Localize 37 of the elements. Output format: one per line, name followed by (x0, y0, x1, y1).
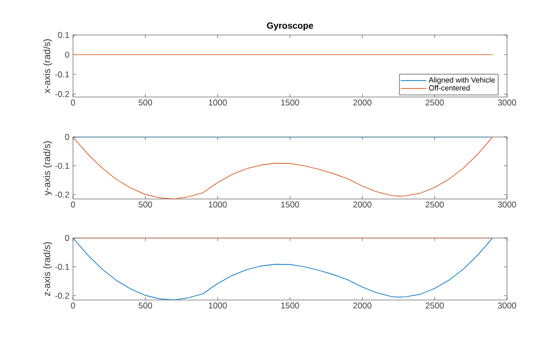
y-tick-label: 0.1 (58, 32, 70, 38)
y-tick-label: 0 (65, 52, 70, 58)
x-tick-label: 1000 (208, 100, 227, 106)
y-tick-label: 0 (65, 134, 70, 140)
line-series (73, 136, 493, 199)
y-tick-label: -0.2 (55, 292, 70, 299)
x-tick-label: 2500 (426, 202, 444, 208)
x-tick-label: 0 (70, 302, 76, 309)
x-tick-label: 1500 (281, 302, 300, 309)
x-tick-label: 2000 (353, 100, 372, 106)
y-tick-label: -0.1 (55, 264, 70, 270)
x-tick-label: 1000 (208, 302, 227, 309)
y-tick-label: -0.1 (55, 71, 70, 78)
x-tick-label: 3000 (498, 100, 516, 106)
y-tick-label: -0.2 (55, 192, 70, 198)
x-tick-label: 0 (70, 100, 76, 106)
x-tick-label: 2000 (353, 202, 372, 208)
x-tick-label: 500 (138, 100, 152, 106)
x-tick-label: 1500 (281, 202, 300, 208)
y-tick-label: 0 (65, 235, 70, 241)
chart-title: Gyroscope (266, 22, 314, 30)
y-tick-label: -0.1 (55, 162, 70, 169)
x-tick-label: 2500 (426, 302, 444, 309)
y-tick-label: -0.2 (55, 91, 70, 98)
x-tick-label: 0 (70, 202, 76, 208)
x-tick-label: 500 (138, 302, 152, 309)
x-tick-label: 1500 (281, 100, 300, 106)
x-tick-label: 1000 (208, 202, 227, 208)
x-tick-label: 3000 (498, 302, 516, 309)
x-tick-label: 3000 (498, 202, 516, 208)
y-axis-title: z-axis (rad/s) (43, 242, 52, 296)
y-axis-title: x-axis (rad/s) (43, 39, 52, 94)
y-axis-title: y-axis (rad/s) (43, 141, 52, 196)
x-tick-label: 2000 (353, 302, 372, 309)
x-tick-label: 500 (138, 202, 152, 208)
line-series (73, 238, 493, 300)
x-tick-label: 2500 (426, 100, 444, 106)
